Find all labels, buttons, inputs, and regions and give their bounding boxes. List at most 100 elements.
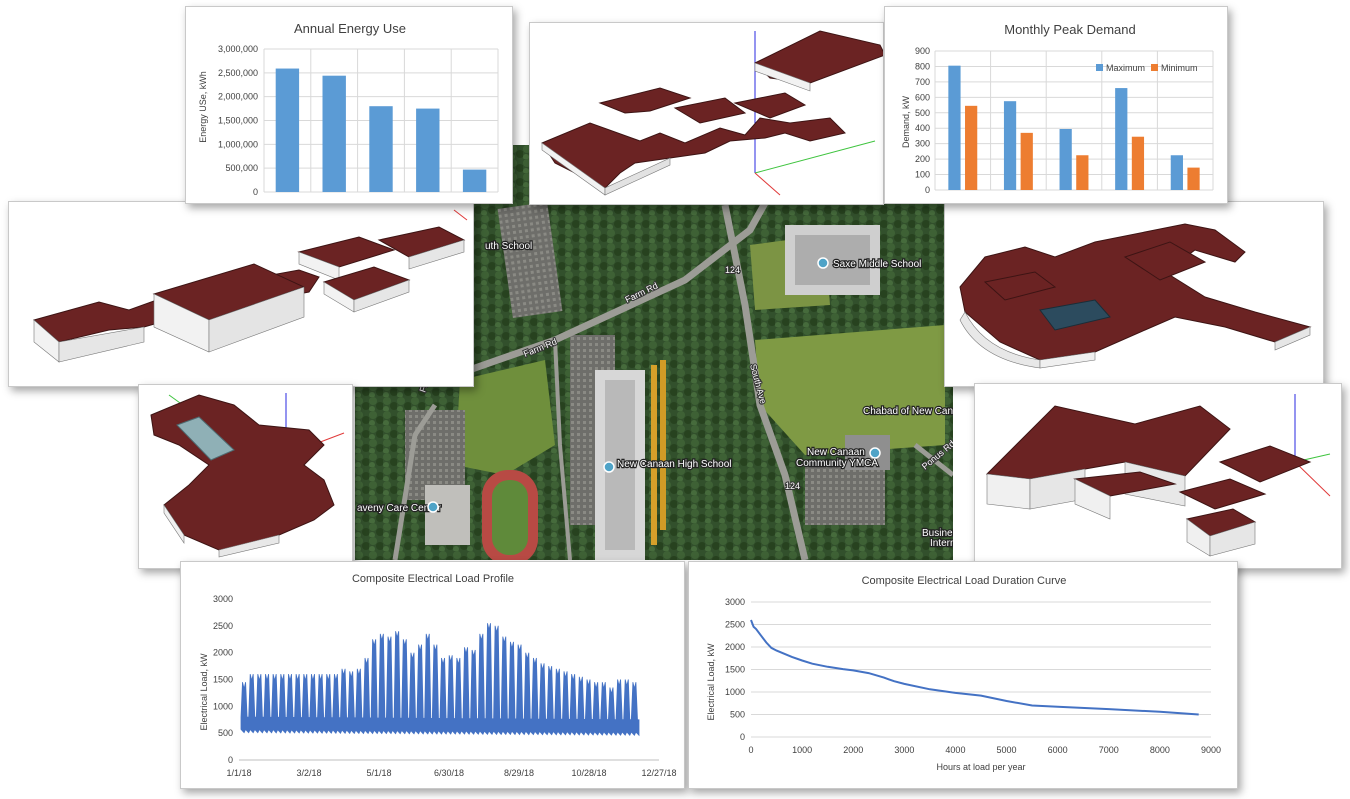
roof	[1039, 299, 1111, 331]
chart-title: Composite Electrical Load Profile	[352, 573, 514, 585]
y-tick-label: 800	[915, 61, 930, 71]
x-tick-label: 8/29/18	[504, 768, 534, 778]
roof	[176, 416, 235, 461]
bar-maximum	[1115, 88, 1128, 190]
roof	[598, 87, 692, 114]
map-pin-icon[interactable]	[603, 461, 615, 473]
x-tick-label: 6000	[1048, 745, 1068, 755]
x-tick-label: 1/1/18	[226, 768, 251, 778]
track-infield	[492, 480, 528, 555]
roof	[673, 97, 747, 124]
y-tick-label: 2500	[725, 620, 745, 630]
bar-maximum	[1170, 155, 1183, 190]
y-tick-label: 100	[915, 170, 930, 180]
roof	[1178, 478, 1267, 510]
map-label-chabad: Chabad of New Canaan	[863, 406, 953, 417]
roof	[985, 405, 1231, 480]
chart-title: Monthly Peak Demand	[1004, 22, 1136, 37]
school-bus-row	[660, 360, 666, 530]
wall	[1074, 478, 1111, 520]
legend-swatch-minimum	[1151, 64, 1158, 71]
wall	[208, 286, 305, 353]
y-axis-label: Electrical Load, kW	[706, 643, 716, 721]
bar-minimum	[965, 105, 978, 190]
school-bus-row	[651, 365, 657, 545]
roof	[541, 117, 846, 189]
y-tick-label: 2000	[213, 648, 233, 658]
campus-drive	[553, 339, 572, 560]
bar-maximum	[1059, 128, 1072, 190]
bar	[322, 75, 346, 192]
bar	[369, 106, 393, 192]
y-tick-label: 200	[915, 154, 930, 164]
y-axis-label: Energy USe, kWh	[198, 71, 208, 143]
y-tick-label: 400	[915, 123, 930, 133]
chart-title: Annual Energy Use	[294, 21, 406, 36]
map-label-middle-school: Saxe Middle School	[833, 259, 921, 270]
wall	[218, 534, 280, 558]
bar-maximum	[948, 65, 961, 190]
y-tick-label: 2,000,000	[218, 92, 258, 102]
bar-maximum	[1003, 101, 1017, 190]
y-tick-label: 700	[915, 77, 930, 87]
load-profile-chart: Composite Electrical Load Profile Electr…	[180, 561, 685, 789]
legend-label-minimum: Minimum	[1161, 63, 1198, 73]
building-model-top	[529, 22, 884, 205]
monthly-peak-chart: Monthly Peak Demand Demand, kW 0 100 200 30…	[884, 6, 1228, 204]
wall	[58, 326, 145, 363]
y-tick-label: 1500	[725, 665, 745, 675]
y-tick-label: 3000	[725, 597, 745, 607]
y-tick-label: 1000	[213, 701, 233, 711]
y-axis-label: Demand, kW	[901, 95, 911, 148]
map-label-care-center: aveny Care Center	[357, 503, 442, 514]
roof	[754, 30, 883, 84]
x-tick-label: 4000	[945, 745, 965, 755]
x-tick-label: 3/2/18	[296, 768, 321, 778]
map-label-south-school: uth School	[485, 241, 532, 252]
bar-minimum	[1187, 167, 1200, 190]
bar	[462, 169, 487, 192]
y-tick-label: 1000	[725, 687, 745, 697]
y-tick-label: 500	[915, 108, 930, 118]
x-tick-label: 6/30/18	[434, 768, 464, 778]
y-tick-label: 300	[915, 139, 930, 149]
y-tick-label: 3,000,000	[218, 44, 258, 54]
y-axis-label: Electrical Load, kW	[199, 653, 209, 731]
x-tick-label: 7000	[1099, 745, 1119, 755]
farm-road-lower	[392, 403, 438, 560]
y-tick-label: 2500	[213, 621, 233, 631]
building-model-lower-left	[138, 384, 353, 569]
x-tick-label: 5000	[997, 745, 1017, 755]
wall	[604, 157, 671, 196]
x-tick-label: 8000	[1150, 745, 1170, 755]
legend-swatch-maximum	[1096, 64, 1103, 71]
roof	[1123, 241, 1207, 281]
road-label-route-124: 124	[785, 481, 800, 491]
y-tick-label: 0	[253, 187, 258, 197]
wall	[1039, 351, 1096, 369]
load-duration-chart: Composite Electrical Load Duration Curve…	[688, 561, 1238, 789]
map-pin-icon[interactable]	[817, 257, 829, 269]
wall	[1274, 326, 1311, 351]
y-tick-label: 3000	[213, 594, 233, 604]
chart-title: Composite Electrical Load Duration Curve	[862, 575, 1067, 587]
roof	[983, 271, 1057, 301]
x-tick-label: 10/28/18	[571, 768, 606, 778]
building-model-right	[944, 201, 1324, 387]
wall	[163, 504, 185, 544]
y-axis	[754, 172, 781, 196]
legend-label-maximum: Maximum	[1106, 63, 1145, 73]
y-tick-label: 0	[228, 755, 233, 765]
map-pin-icon[interactable]	[427, 501, 439, 513]
map-label-ymca: Community YMCA	[796, 458, 878, 469]
parking-lot	[805, 465, 885, 525]
ponus-road	[913, 443, 953, 477]
y-tick-label: 1,000,000	[218, 139, 258, 149]
building-model-left	[8, 201, 474, 387]
x-tick-label: 9000	[1201, 745, 1221, 755]
bar-minimum	[1020, 132, 1033, 190]
bar	[416, 108, 440, 192]
map-pin-icon[interactable]	[869, 447, 881, 459]
x-axis	[754, 140, 876, 174]
bar-minimum	[1076, 155, 1089, 190]
